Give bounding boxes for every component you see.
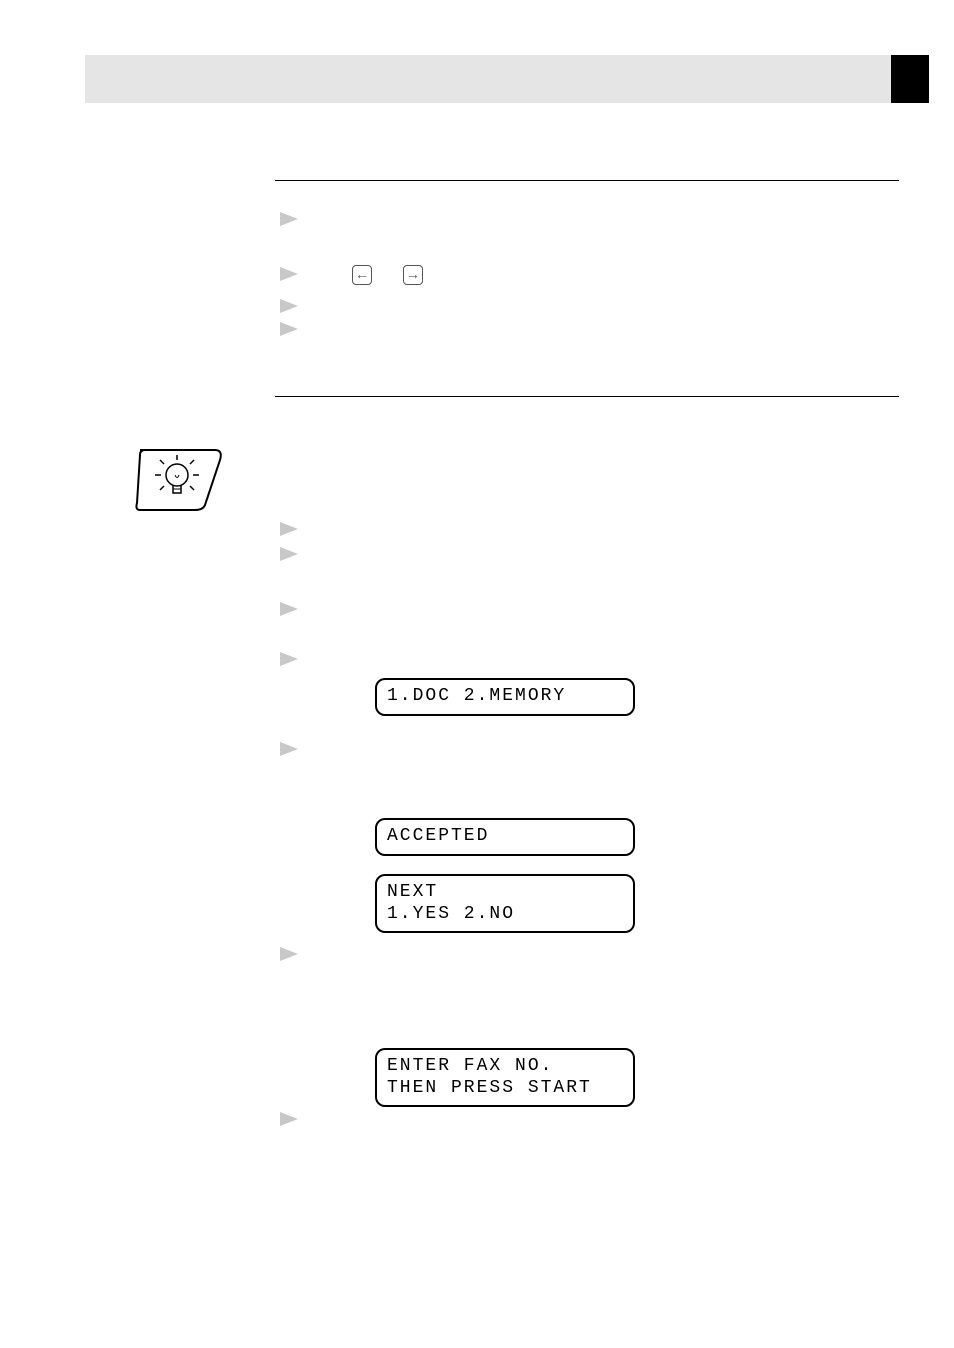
header-black-tab: [891, 55, 929, 103]
lcd-line: ENTER FAX NO.: [387, 1056, 623, 1078]
bullet-row: [280, 320, 298, 336]
arrow-bullet-icon: [280, 1112, 298, 1126]
lcd-display: ENTER FAX NO. THEN PRESS START: [375, 1048, 635, 1107]
lcd-line: 1.YES 2.NO: [387, 904, 623, 926]
arrow-bullet-icon: [280, 267, 298, 281]
arrow-bullet-icon: [280, 947, 298, 961]
bullet-row-keys: [280, 265, 427, 285]
lcd-display: NEXT 1.YES 2.NO: [375, 874, 635, 933]
divider-bottom: [275, 396, 899, 397]
lcd-line: 1.DOC 2.MEMORY: [387, 686, 623, 708]
bullet-row: [280, 945, 298, 961]
lcd-display: ACCEPTED: [375, 818, 635, 856]
arrow-bullet-icon: [280, 522, 298, 536]
arrow-bullet-icon: [280, 652, 298, 666]
bullet-row: [280, 297, 298, 313]
lcd-display: 1.DOC 2.MEMORY: [375, 678, 635, 716]
arrow-bullet-icon: [280, 322, 298, 336]
lcd-line: NEXT: [387, 882, 623, 904]
bullet-row: [280, 650, 298, 666]
right-arrow-key-icon: [403, 265, 423, 285]
bullet-row: [280, 600, 298, 616]
header-band: [85, 55, 929, 103]
arrow-bullet-icon: [280, 299, 298, 313]
divider-top: [275, 180, 899, 181]
bullet-row: [280, 520, 298, 536]
bullet-row: [280, 1110, 298, 1126]
arrow-bullet-icon: [280, 547, 298, 561]
arrow-bullet-icon: [280, 212, 298, 226]
lcd-line: ACCEPTED: [387, 826, 623, 848]
bullet-row: [280, 545, 298, 561]
arrow-bullet-icon: [280, 602, 298, 616]
left-arrow-key-icon: [352, 265, 372, 285]
arrow-bullet-icon: [280, 742, 298, 756]
lightbulb-tip-icon: [135, 445, 225, 515]
bullet-row: [280, 210, 298, 226]
lcd-line: THEN PRESS START: [387, 1078, 623, 1100]
bullet-row: [280, 740, 298, 756]
